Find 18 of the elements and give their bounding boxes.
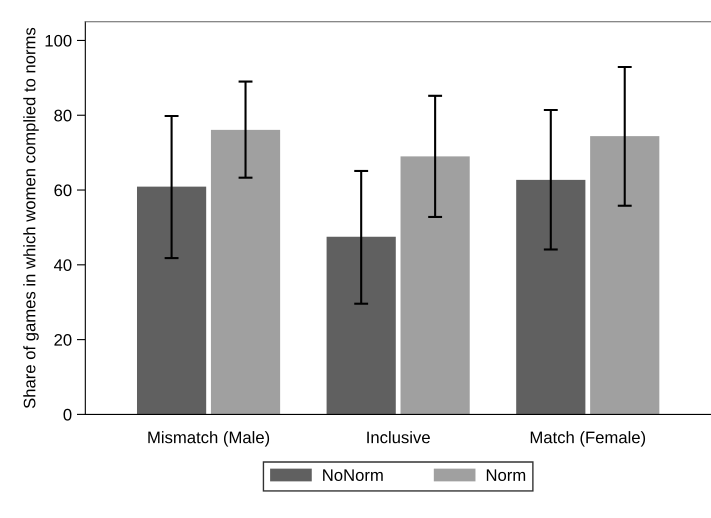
legend-label: Norm (486, 469, 526, 481)
y-tick-label: 40 (54, 259, 72, 272)
y-tick-label: 20 (54, 334, 72, 346)
bar (400, 156, 470, 414)
x-tick-label: Match (Female) (530, 431, 646, 447)
bar (516, 180, 586, 414)
y-tick-label: 100 (46, 34, 72, 47)
bar (326, 236, 396, 414)
legend-label: NoNorm (323, 469, 383, 481)
bar (136, 186, 206, 414)
y-tick-label: 80 (54, 110, 72, 122)
x-tick-label: Inclusive (367, 431, 430, 444)
bar (590, 136, 660, 414)
y-tick-label: 0 (64, 408, 72, 421)
bar (210, 130, 280, 414)
y-tick-label: 60 (54, 184, 72, 196)
x-tick-label: Mismatch (Male) (148, 431, 270, 447)
y-axis-title: Share of games in which women complied to norms (23, 28, 39, 408)
